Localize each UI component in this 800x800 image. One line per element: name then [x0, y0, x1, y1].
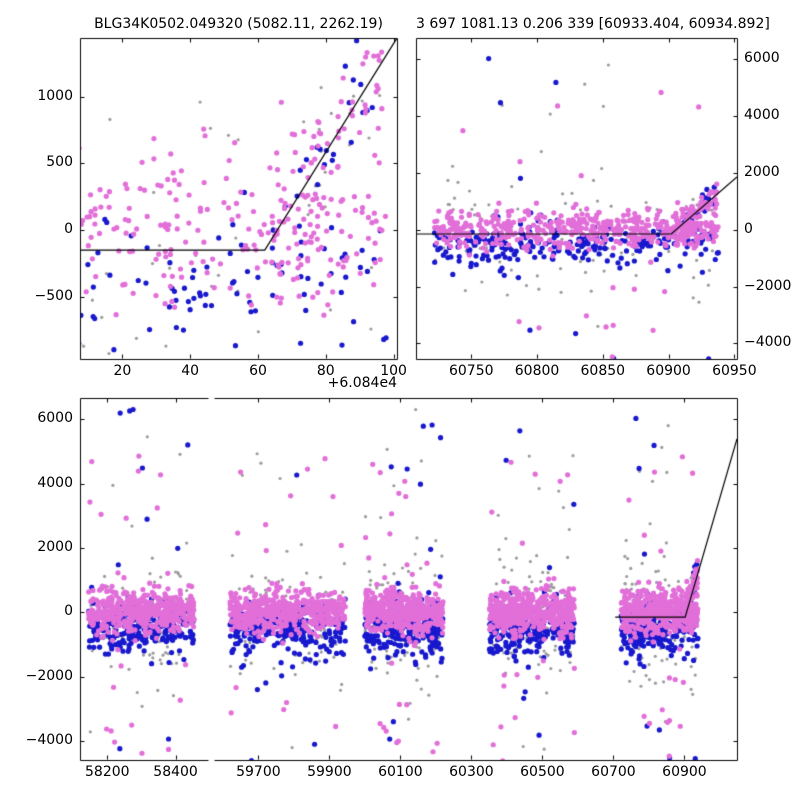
y-tick-label: −2000: [25, 667, 73, 684]
x-tick-label: 58200: [85, 764, 130, 780]
y-tick-label: −4000: [25, 732, 73, 748]
y-tick-label: 0: [64, 603, 73, 620]
x-tick-label: 60: [249, 363, 267, 379]
y-tick-label: 0: [744, 220, 753, 237]
x-tick-label: 60750: [448, 363, 494, 379]
x-tick-label: 60700: [591, 764, 636, 780]
x-axis-offset-label: +6.084e4: [327, 375, 397, 391]
x-tick-label: 60100: [378, 764, 423, 780]
y-tick-label: 2000: [37, 538, 73, 555]
y-tick-label: 1000: [37, 87, 73, 104]
y-tick-label: 4000: [744, 107, 780, 124]
x-tick-label: 60500: [520, 764, 565, 780]
x-tick-label: 100: [380, 363, 407, 379]
x-tick-label: 60800: [514, 363, 560, 379]
x-tick-label: 20: [113, 363, 132, 379]
y-tick-label: 500: [46, 154, 73, 171]
x-tick-label: 58400: [153, 764, 198, 780]
x-tick-label: 60300: [449, 764, 494, 780]
x-tick-label: 80: [316, 363, 335, 379]
x-tick-label: 60900: [662, 764, 707, 780]
y-tick-label: −500: [34, 287, 73, 304]
y-tick-label: 4000: [37, 474, 73, 491]
y-tick-label: 2000: [744, 163, 780, 180]
title-right: 3 697 1081.13 0.206 339 [60933.404, 6093…: [416, 16, 770, 32]
y-tick-label: 0: [64, 221, 73, 238]
x-tick-label: 59900: [307, 764, 352, 780]
x-tick-label: 60850: [580, 363, 626, 379]
y-tick-label: −4000: [744, 334, 792, 351]
x-tick-label: 60900: [646, 363, 691, 379]
x-tick-label: 59700: [236, 764, 281, 780]
x-tick-label: 40: [181, 363, 200, 379]
y-tick-label: 6000: [37, 410, 73, 427]
y-tick-label: 6000: [744, 50, 780, 67]
y-tick-label: −2000: [744, 277, 792, 294]
title-left: BLG34K0502.049320 (5082.11, 2262.19): [94, 16, 383, 32]
x-tick-label: 60950: [712, 363, 757, 379]
